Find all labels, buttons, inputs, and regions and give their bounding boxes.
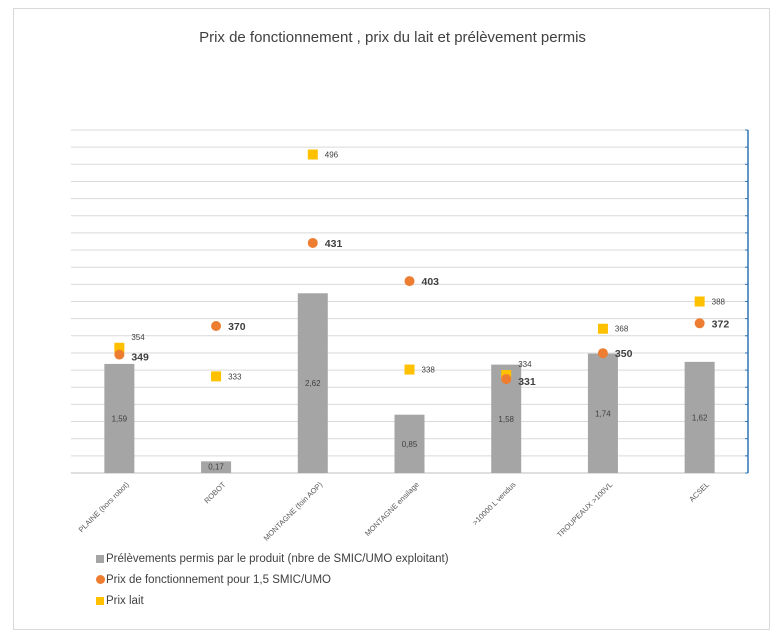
prix-lait-label: 334: [518, 360, 532, 369]
bar-data-label: 0,85: [402, 440, 418, 449]
prix-fonctionnement-label: 370: [228, 321, 246, 333]
category-label: PLAINE (hors robot): [77, 480, 131, 534]
category-label: MONTAGNE (foin AOP): [262, 480, 325, 543]
prix-fonctionnement-label: 350: [615, 348, 633, 360]
prix-lait-label: 368: [615, 325, 629, 334]
prix-fonctionnement-label: 403: [422, 276, 440, 288]
prix-lait-label: 388: [712, 298, 726, 307]
prix-fonctionnement-marker: [114, 349, 125, 360]
prix-fonctionnement-marker: [501, 374, 512, 385]
category-label: TROUPEAUX >100VL: [555, 480, 614, 539]
prix-lait-label: 496: [325, 151, 339, 160]
prix-lait-label: 338: [422, 366, 436, 375]
bar: [684, 361, 715, 473]
category-label: >10000 L vendus: [471, 480, 518, 527]
prix-fonctionnement-marker: [211, 321, 222, 331]
bar: [587, 353, 618, 473]
prix-lait-marker: [694, 296, 705, 307]
prix-lait-marker: [114, 342, 125, 353]
bar: [104, 363, 135, 473]
legend-label-prix-fonctionnement: Prix de fonctionnement pour 1,5 SMIC/UMO: [106, 574, 331, 586]
prix-fonctionnement-marker: [307, 237, 318, 248]
legend-label-prix-lait: Prix lait: [106, 595, 144, 607]
prix-fonctionnement-marker: [597, 348, 608, 359]
bar-data-label: 1,62: [692, 413, 708, 422]
bar-data-label: 0,17: [208, 462, 224, 471]
prix-lait-marker: [597, 323, 608, 334]
bar-data-label: 1,74: [595, 409, 611, 418]
legend-label-prelevements: Prélèvements permis par le produit (nbre…: [106, 553, 449, 565]
legend-square-swatch: [96, 597, 104, 605]
category-label: ACSEL: [687, 480, 711, 504]
prix-lait-label: 354: [131, 333, 145, 342]
bar: [394, 414, 425, 473]
bar: [297, 293, 328, 473]
prix-lait-marker: [307, 149, 318, 160]
chart-title: Prix de fonctionnement , prix du lait et…: [199, 29, 586, 46]
prix-fonctionnement-marker: [694, 318, 705, 329]
chart-frame: Prix de fonctionnement , prix du lait et…: [13, 8, 770, 630]
bar-data-label: 2,62: [305, 379, 321, 388]
prix-fonctionnement-marker: [404, 276, 415, 287]
bar-data-label: 1,58: [498, 415, 514, 424]
prix-lait-marker: [404, 364, 415, 375]
prix-fonctionnement-label: 431: [325, 238, 343, 250]
legend-dot-swatch: [96, 575, 105, 584]
chart-plot: 1,59 PLAINE (hors robot) 0,17 ROBOT 2,62 MONT…: [71, 129, 749, 543]
category-label: ROBOT: [202, 480, 228, 506]
prix-lait-label: 333: [228, 372, 242, 381]
prix-fonctionnement-label: 349: [131, 352, 149, 364]
bar: [201, 461, 232, 473]
prix-fonctionnement-label: 372: [712, 318, 730, 330]
prix-lait-marker: [211, 371, 222, 382]
category-label: MONTAGNE ensilage: [363, 480, 421, 538]
prix-fonctionnement-label: 331: [518, 376, 536, 388]
bar-data-label: 1,59: [112, 414, 128, 423]
legend-bar-swatch: [96, 555, 104, 563]
